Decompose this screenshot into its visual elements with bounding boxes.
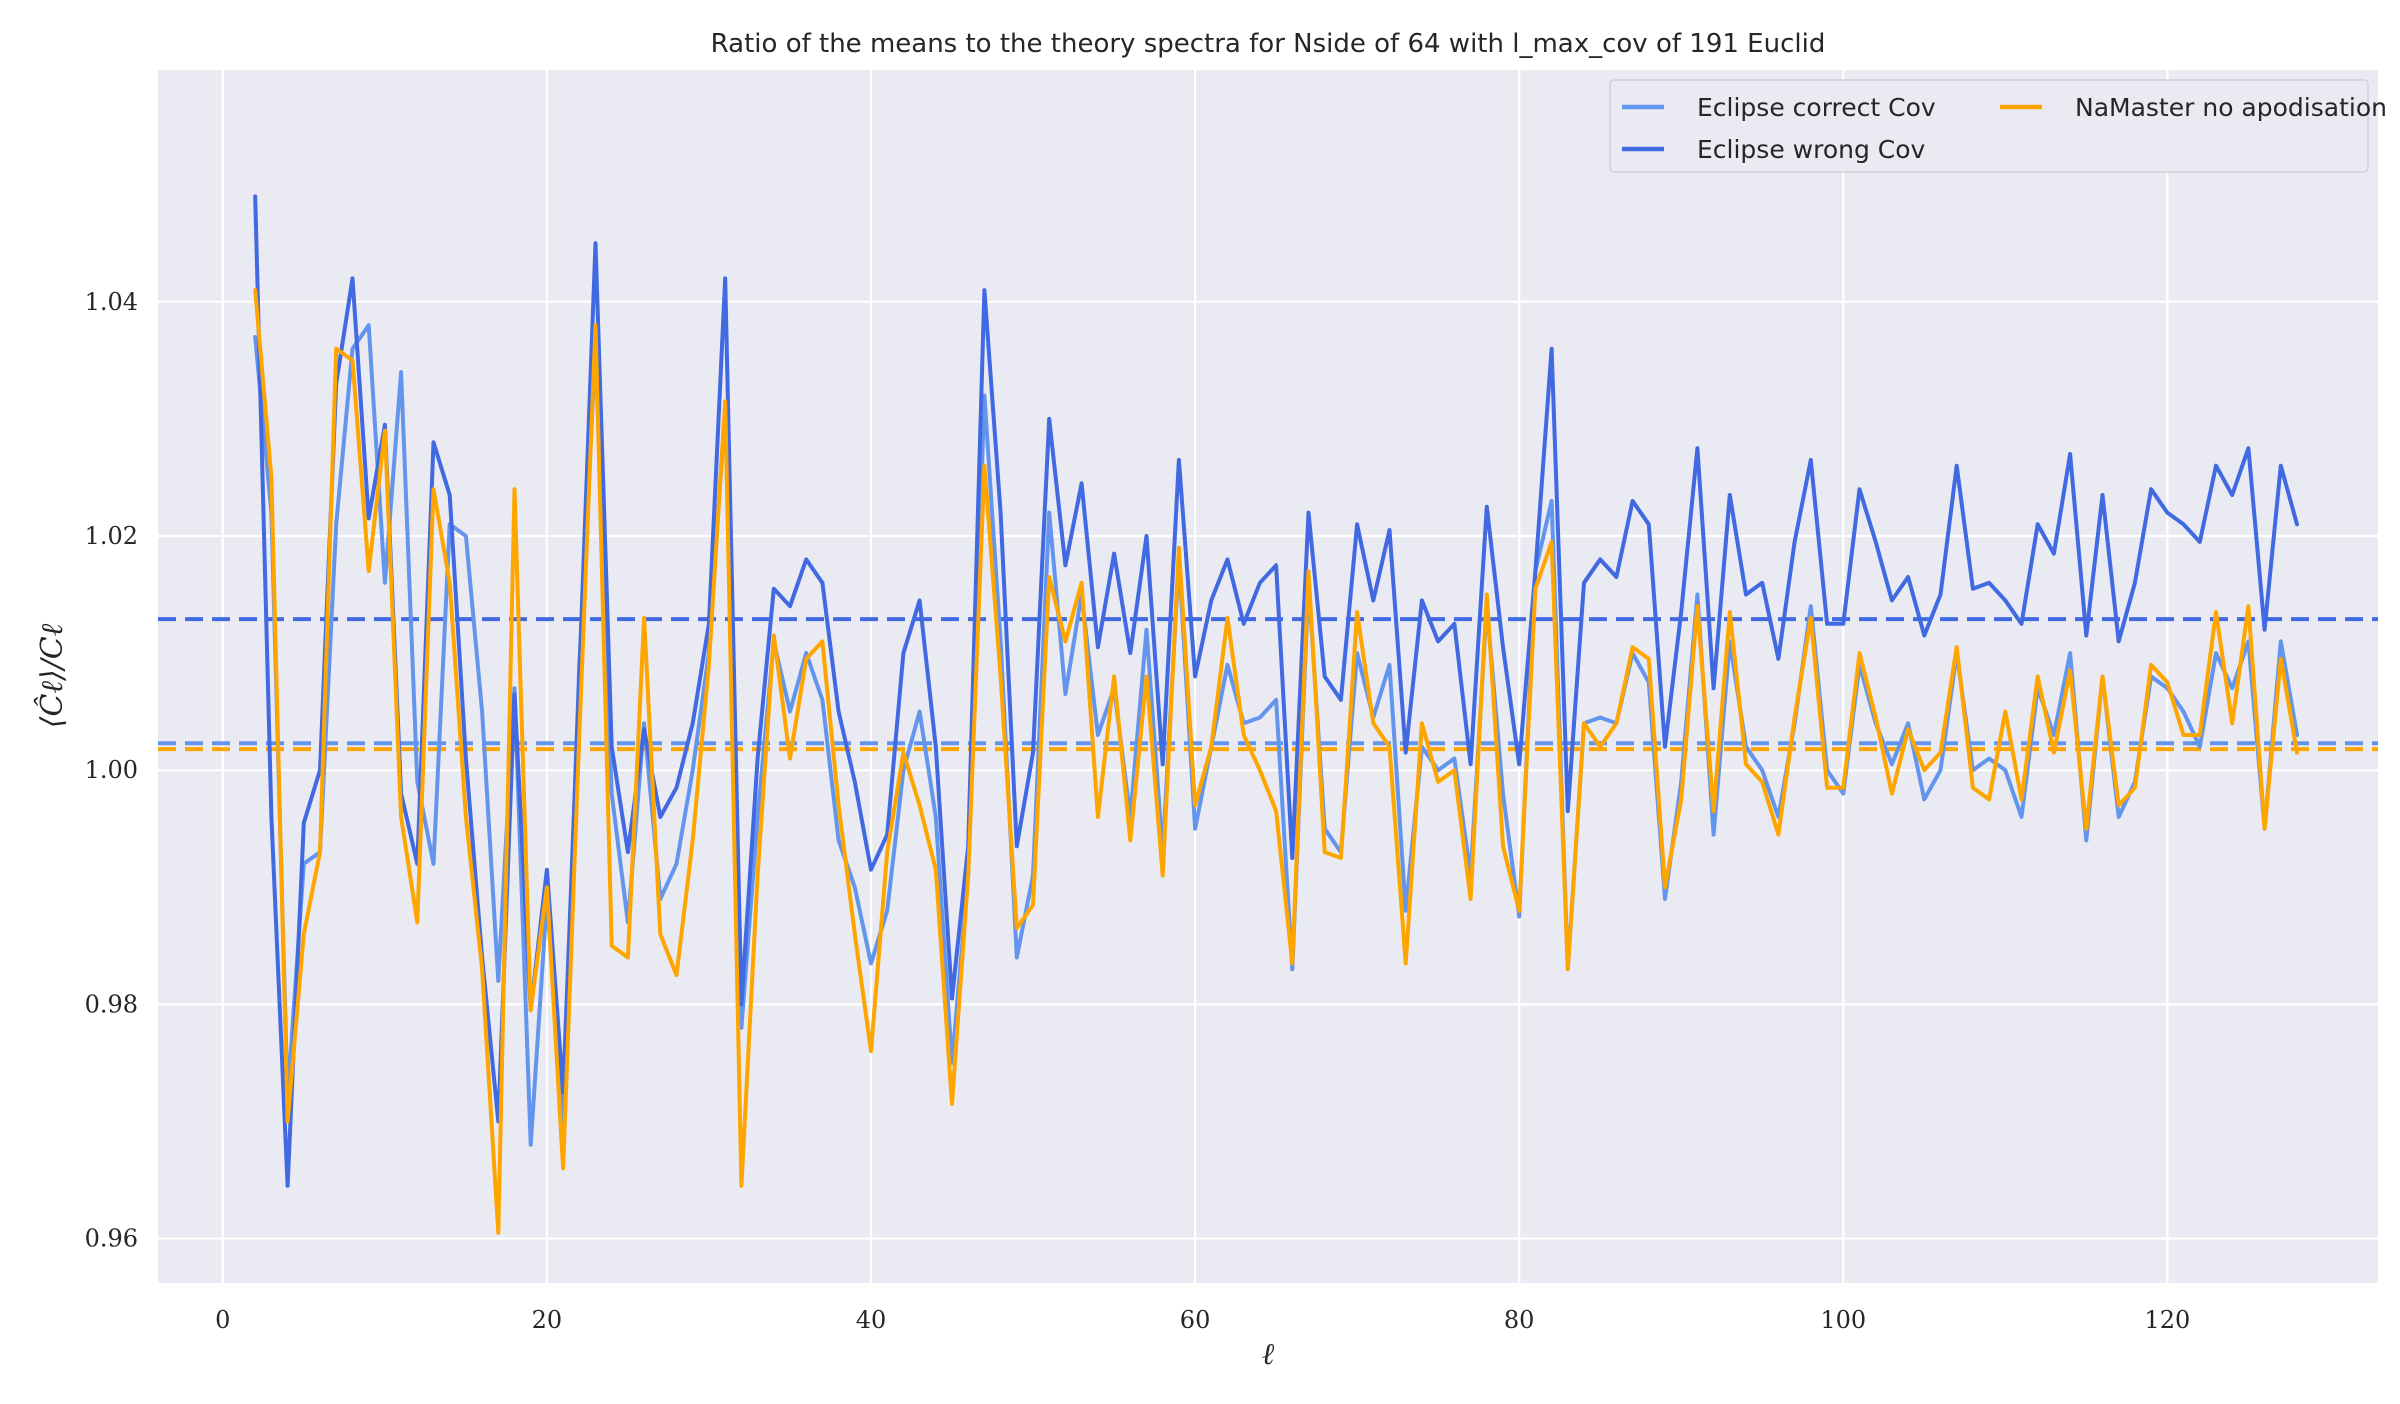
x-tick-label: 0 bbox=[215, 1306, 230, 1334]
legend: Eclipse correct Cov Eclipse wrong Cov NaMa… bbox=[1609, 79, 2387, 173]
x-axis-label: ℓ bbox=[1262, 1337, 1275, 1372]
tick-labels: 0 20 40 60 80 100 120 0.96 0.98 1.00 1.02 1.04 bbox=[85, 288, 2191, 1334]
legend-label-2: NaMaster no apodisation bbox=[2075, 93, 2387, 122]
legend-label-0: Eclipse correct Cov bbox=[1697, 93, 1936, 122]
legend-box bbox=[1609, 79, 2369, 173]
series-group-2 bbox=[253, 288, 2299, 1235]
x-tick-label: 40 bbox=[856, 1306, 887, 1334]
y-tick-label: 1.00 bbox=[85, 756, 138, 784]
series-group-1 bbox=[253, 194, 2299, 1188]
x-tick-label: 120 bbox=[2144, 1306, 2190, 1334]
y-tick-label: 0.98 bbox=[85, 990, 138, 1018]
grid-lines bbox=[158, 70, 2378, 1283]
legend-label-1: Eclipse wrong Cov bbox=[1697, 135, 1926, 164]
y-tick-label: 1.02 bbox=[85, 522, 138, 550]
y-tick-label: 1.04 bbox=[85, 288, 138, 316]
chart-title: Ratio of the means to the theory spectra… bbox=[711, 29, 1826, 59]
series-lines bbox=[253, 194, 2299, 1235]
x-tick-label: 20 bbox=[532, 1306, 563, 1334]
x-tick-label: 60 bbox=[1180, 1306, 1211, 1334]
y-axis-label: ⟨Ĉℓ⟩/Cℓ bbox=[34, 623, 70, 728]
mean-lines bbox=[158, 617, 2378, 752]
x-tick-label: 100 bbox=[1820, 1306, 1866, 1334]
y-tick-label: 0.96 bbox=[85, 1225, 138, 1253]
x-tick-label: 80 bbox=[1504, 1306, 1535, 1334]
series-line-1 bbox=[253, 194, 2299, 1188]
series-line-2 bbox=[253, 288, 2299, 1235]
